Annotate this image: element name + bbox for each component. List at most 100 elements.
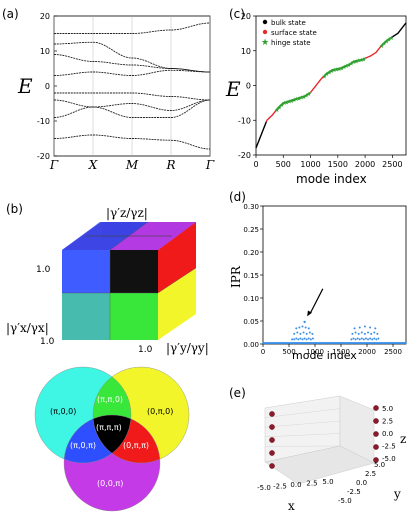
a-band-line [54, 22, 210, 34]
a-band-line [54, 99, 210, 111]
d-ipr-point [305, 332, 308, 335]
c-hinge-star-icon: ★ [296, 95, 301, 102]
e-xtick-label: 0.0 [290, 481, 301, 489]
d-ipr-point [364, 337, 367, 340]
ipr-arrow [309, 288, 324, 314]
venn-overlap-red [93, 415, 160, 463]
d-ipr-point [311, 337, 314, 340]
e-xtick-label: -2.5 [273, 483, 287, 491]
a-band-line [54, 99, 210, 118]
a-ytick-label: -20 [37, 152, 50, 161]
e-xtick-label: 5.0 [322, 478, 333, 486]
c-hinge-star-icon: ★ [349, 61, 354, 68]
c-surface-segment [265, 109, 278, 122]
c-legend: bulk state surface state ★ hinge state [261, 19, 317, 48]
a-xtick-label: Γ [49, 158, 59, 172]
a-band-line [54, 69, 210, 76]
d-ipr-point [373, 331, 376, 334]
cube-divider-top [109, 221, 149, 251]
c-hinge-star-icon: ★ [381, 41, 386, 48]
c-hinge-star-icon: ★ [322, 73, 327, 80]
e-right-point [373, 457, 379, 463]
legend-hinge-label: hinge state [271, 39, 311, 47]
c-xtick-label: 2500 [382, 160, 402, 169]
a-xtick-label: Γ [205, 158, 215, 172]
d-ytick-label: 0.05 [243, 318, 259, 326]
d-ipr-point [353, 327, 356, 330]
e-right-point [373, 418, 379, 424]
d-ytick-label: 0.00 [243, 341, 259, 349]
c-surface-segment [309, 75, 325, 93]
cube-front-black [110, 250, 158, 293]
d-ipr-point [351, 332, 354, 335]
venn-label-pipi0: (π,π,0) [97, 395, 123, 404]
d-ipr-point [296, 331, 299, 334]
d-ytick-label: 0.25 [243, 226, 259, 234]
venn-label-0pipi: (0,π,π) [123, 441, 149, 450]
c-hinge-star-icon: ★ [329, 68, 334, 75]
venn-outline-cyan [34, 366, 132, 464]
d-ipr-point [360, 331, 363, 334]
d-ipr-point [354, 338, 357, 341]
cube-axis-x-label: |γ′x/γx| [6, 321, 49, 335]
c-hinge-star-icon: ★ [279, 102, 284, 109]
c-xtick-label: 2000 [355, 160, 375, 169]
d-xtick-label: 2000 [358, 348, 376, 356]
venn-label-00pi: (0,0,π) [97, 479, 123, 488]
phase-cube: |γ′z/γz| 1.0 |γ′x/γx| 1.0 1.0 |γ′y/γy| [6, 206, 209, 355]
cube-tick-x: 1.0 [40, 337, 55, 347]
c-hinge-star-icon: ★ [289, 98, 294, 105]
cube-overlay [62, 250, 110, 340]
d-ipr-point [295, 327, 298, 330]
d-ipr-point [374, 327, 377, 330]
e-xlabel: x [288, 499, 295, 513]
c-hinge-star-icon: ★ [356, 58, 361, 65]
e-right-point [373, 405, 379, 411]
cube-side-yellow [158, 268, 196, 340]
c-hinge-star-icon: ★ [294, 96, 299, 103]
venn-label-0pi0: (0,π,0) [147, 407, 173, 416]
e-left-point [269, 463, 275, 469]
e-grid-line [264, 433, 341, 437]
e-ytick-label: 5.0 [374, 461, 385, 469]
c-xtick-label: 1500 [328, 160, 348, 169]
c-hinge-star-icon: ★ [332, 67, 337, 74]
cube-tick-z: 1.0 [36, 265, 51, 275]
c-hinge-segment [323, 57, 366, 77]
c-hinge-star-icon: ★ [359, 57, 364, 64]
e-ztick-label: -5.0 [382, 455, 396, 463]
d-ipr-point [291, 338, 294, 341]
d-ipr-point [357, 332, 360, 335]
c-bulk-segment [392, 22, 407, 38]
c-hinge-star-icon: ★ [277, 104, 282, 111]
d-ytick-label: 0.20 [243, 249, 259, 257]
cube-side-red [158, 222, 196, 293]
e-zlabel: z [400, 432, 406, 446]
c-hinge-star-icon: ★ [274, 107, 279, 114]
d-ipr-point [371, 338, 374, 341]
3d-scatter-plot: 5.02.50.0-2.5-5.0 -5.0 -2.5 0.0 2.5 5.0 -5.0… [257, 395, 406, 513]
d-baseline-point [404, 342, 407, 344]
venn-label-pi0pi: (π,0,π) [70, 441, 96, 450]
cube-front-cyan [62, 293, 110, 340]
a-ytick-label: -10 [37, 117, 50, 126]
c-surface-segment [364, 45, 383, 59]
c-ytick-label: -20 [238, 151, 251, 160]
d-ipr-point [298, 326, 301, 329]
legend-surface-label: surface state [271, 29, 317, 37]
venn-outline-yellow [92, 366, 190, 464]
d-ipr-point [363, 332, 366, 335]
a-xtick-label: X [88, 158, 98, 172]
a-band-line [54, 54, 210, 73]
panel-label-a: (a) [2, 7, 19, 21]
cube-axis-y-label: |γ′y/γy| [166, 341, 209, 355]
c-hinge-star-icon: ★ [304, 93, 309, 100]
d-ipr-point [293, 332, 296, 335]
c-hinge-star-icon: ★ [341, 64, 346, 71]
c-ytick-label: -10 [238, 116, 251, 125]
d-xtick-label: 2500 [384, 348, 402, 356]
e-ytick-label: 0.0 [356, 479, 367, 487]
d-ipr-point [363, 325, 366, 328]
